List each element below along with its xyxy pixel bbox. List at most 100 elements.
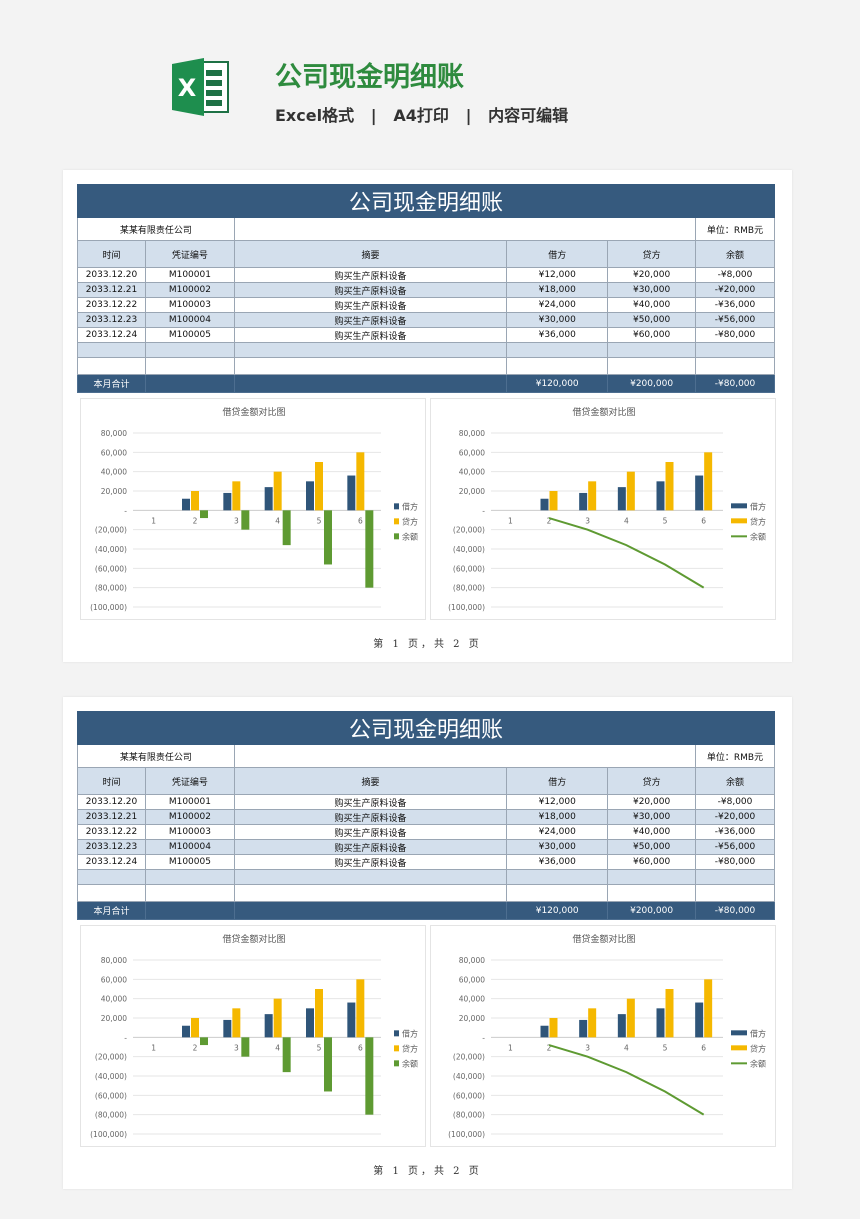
column-header: 余额 [695, 767, 775, 795]
y-tick-label: 20,000 [101, 487, 127, 496]
y-tick-label: (80,000) [453, 584, 485, 593]
legend-swatch [394, 503, 399, 510]
x-tick-label: 3 [585, 1043, 590, 1052]
bar-credit [315, 462, 323, 511]
y-tick-label: (100,000) [448, 1130, 485, 1139]
legend-swatch [394, 533, 399, 540]
svg-text:X: X [178, 74, 197, 102]
legend-swatch [731, 1045, 747, 1051]
total-cell [233, 374, 508, 393]
bar-credit [665, 462, 674, 511]
table-cell: ¥20,000 [607, 267, 697, 283]
table-cell: 2033.12.20 [77, 794, 146, 810]
bar-credit [273, 998, 282, 1038]
y-tick-label: 20,000 [459, 487, 485, 496]
total-row: 本月合计 ¥120,000 ¥200,000 -¥80,000 [77, 374, 775, 393]
y-tick-label: (20,000) [95, 526, 127, 535]
bar-debit [264, 487, 273, 511]
x-tick-label: 1 [151, 1043, 156, 1052]
legend-label: 贷方 [750, 516, 766, 526]
table-cell: 2033.12.20 [77, 267, 146, 283]
combo-chart: 借贷金额对比图 80,000 60,000 40,000 20,000 - (20,000)… [430, 398, 776, 620]
legend-label: 余额 [750, 1058, 766, 1068]
table-cell: 2033.12.22 [77, 297, 146, 313]
legend-swatch [394, 1045, 399, 1052]
bar-balance [365, 1037, 374, 1115]
balance-line [548, 517, 705, 589]
table-cell: M100005 [144, 327, 235, 343]
table-cell: 2033.12.23 [77, 839, 146, 855]
bar-credit [356, 452, 365, 511]
column-header: 贷方 [607, 767, 697, 795]
table-cell: ¥40,000 [607, 824, 697, 840]
legend-label: 贷方 [750, 1043, 766, 1053]
table-cell: 购买生产原料设备 [233, 327, 508, 343]
y-tick-label: (100,000) [448, 603, 485, 612]
table-cell: ¥24,000 [506, 297, 609, 313]
bar-debit [540, 1025, 549, 1038]
table-cell: ¥36,000 [506, 854, 609, 870]
table-cell: 2033.12.21 [77, 282, 146, 298]
document-page: 公司现金明细账 某某有限责任公司 单位：RMB元 时间 凭证编号 摘要 借方 贷方 余额 2033… [63, 170, 792, 662]
y-tick-label: 60,000 [101, 448, 127, 457]
bar-debit [540, 498, 549, 511]
x-tick-label: 5 [317, 516, 322, 525]
bar-debit [617, 487, 626, 511]
legend-swatch [731, 1030, 747, 1036]
bar-credit [232, 1008, 241, 1038]
y-tick-label: - [124, 506, 127, 515]
total-cell [144, 901, 235, 920]
bar-balance [282, 1037, 291, 1073]
y-tick-label: 20,000 [101, 1014, 127, 1023]
y-tick-label: - [124, 1033, 127, 1042]
table-cell: M100004 [144, 839, 235, 855]
x-tick-label: 6 [358, 516, 363, 525]
legend-label: 借方 [750, 501, 766, 511]
bar-balance [200, 510, 208, 519]
table-cell: 购买生产原料设备 [233, 854, 508, 870]
cash-ledger-table: 公司现金明细账 某某有限责任公司 单位：RMB元 时间 凭证编号 摘要 借方 贷方 余额 2033… [77, 184, 775, 393]
table-cell: 2033.12.21 [77, 809, 146, 825]
y-tick-label: (40,000) [453, 545, 485, 554]
bar-balance [324, 510, 332, 565]
legend-swatch [731, 518, 747, 524]
x-tick-label: 5 [663, 1043, 668, 1052]
legend-label: 余额 [402, 1058, 418, 1068]
bar-credit [273, 471, 282, 511]
x-tick-label: 2 [193, 516, 198, 525]
bar-balance [200, 1037, 208, 1046]
bar-credit [356, 979, 365, 1038]
combo-chart: 借贷金额对比图 80,000 60,000 40,000 20,000 - (20,000)… [430, 925, 776, 1147]
y-tick-label: (60,000) [95, 564, 127, 573]
table-cell: M100003 [144, 297, 235, 313]
table-cell: ¥30,000 [506, 839, 609, 855]
table-cell: 2033.12.24 [77, 854, 146, 870]
bar-credit [549, 1018, 558, 1038]
table-row: 2033.12.24 M100005 购买生产原料设备 ¥36,000 ¥60,000-… [77, 327, 775, 343]
table-cell: 购买生产原料设备 [233, 794, 508, 810]
chart-title: 借贷金额对比图 [572, 406, 635, 418]
y-tick-label: 60,000 [459, 975, 485, 984]
column-header: 摘要 [233, 767, 508, 795]
table-cell: ¥40,000 [607, 297, 697, 313]
bar-credit [191, 491, 199, 511]
x-tick-label: 6 [358, 1043, 363, 1052]
y-tick-label: (80,000) [95, 1111, 127, 1120]
y-tick-label: (100,000) [90, 1130, 127, 1139]
y-tick-label: (60,000) [453, 564, 485, 573]
table-cell: ¥60,000 [607, 327, 697, 343]
bar-debit [617, 1014, 626, 1038]
bar-balance [241, 510, 250, 530]
legend-swatch [394, 518, 399, 525]
x-tick-label: 5 [663, 516, 668, 525]
legend-label: 余额 [750, 531, 766, 541]
unit-label: 单位：RMB元 [695, 744, 775, 768]
x-tick-label: 6 [701, 1043, 706, 1052]
bar-debit [182, 498, 190, 511]
y-tick-label: (40,000) [95, 1072, 127, 1081]
table-cell: ¥36,000 [506, 327, 609, 343]
table-cell: -¥80,000 [695, 327, 775, 343]
header-title: 公司现金明细账 [275, 62, 464, 93]
legend-swatch [731, 503, 747, 509]
bar-debit [223, 492, 232, 511]
